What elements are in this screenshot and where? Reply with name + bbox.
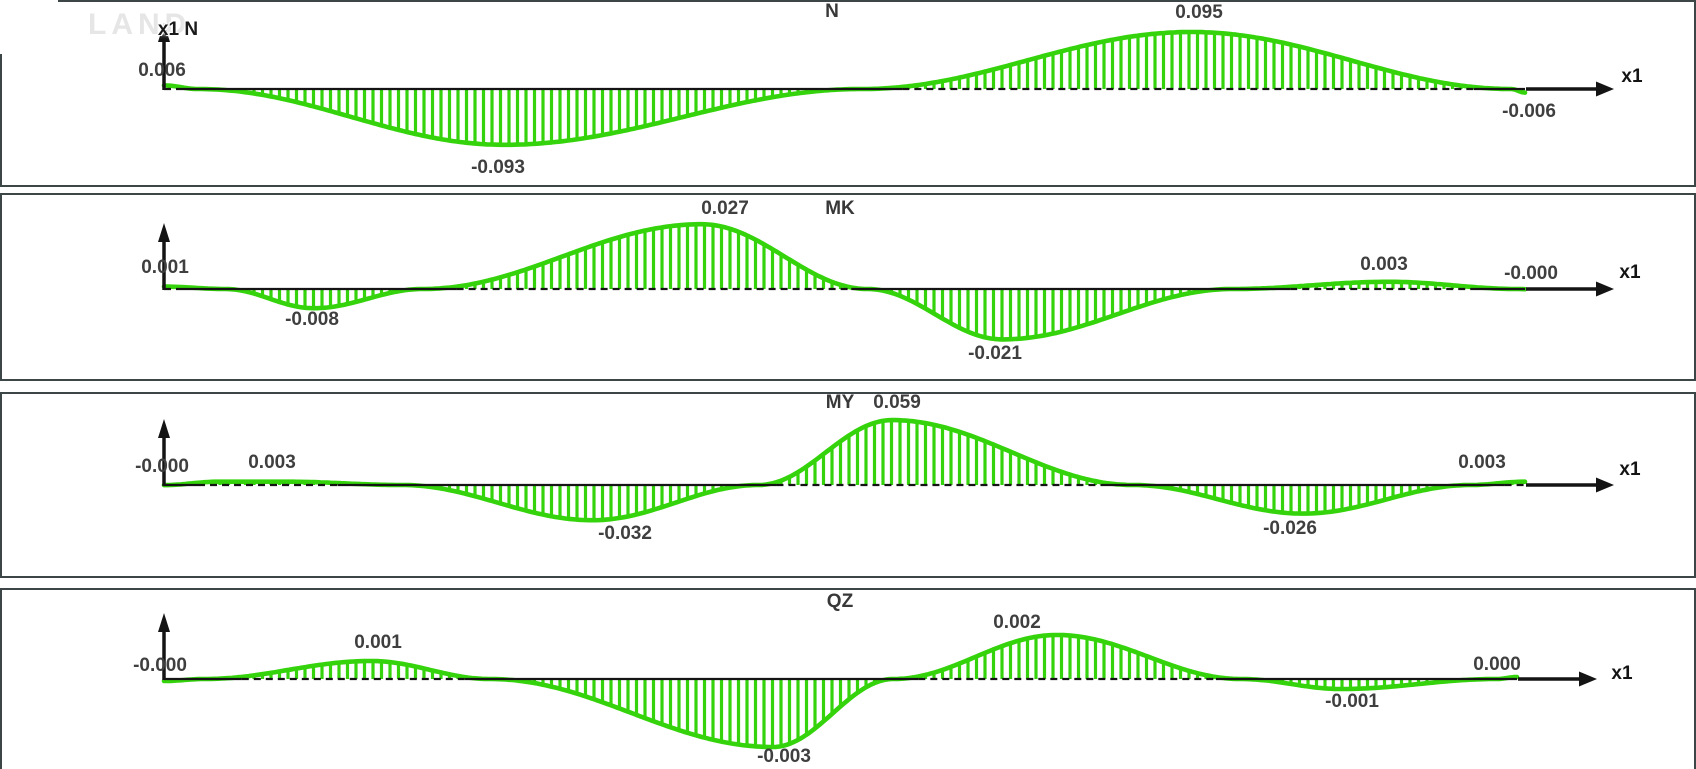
value-label: -0.000 [135,456,189,477]
diagram-plot-n [158,23,1614,148]
value-label: 0.027 [701,198,749,219]
hatch-lines [243,635,1446,747]
panel-title-qz: QZ [826,591,854,612]
envelope-curve [161,417,1528,523]
watermark-text: LAND [88,8,192,41]
panel-qz: -0.000 0.001 QZ 0.002 -0.003 -0.001 0.000 x1 [0,588,1696,769]
value-label: 0.002 [993,612,1041,633]
corner-overlay [0,0,58,54]
value-label: 0.095 [1175,2,1223,23]
value-label: -0.032 [598,523,652,544]
panel-title-my: MY [825,392,855,413]
diagram-plot-my [158,417,1614,523]
panel-mk: 0.001 -0.008 0.027 MK -0.021 0.003 -0.000 x1 [0,193,1696,381]
value-label: -0.021 [968,343,1022,364]
x1-axis-label: x1 [1619,262,1641,283]
value-label: -0.001 [1325,691,1379,712]
value-label: 0.001 [354,632,402,653]
envelope-curve [161,632,1520,750]
value-label: -0.008 [285,309,339,330]
x1-axis-label: x1 [1619,459,1641,480]
x1-axis-arrow-icon [1526,281,1614,297]
value-label: -0.000 [133,655,187,676]
value-label: -0.026 [1263,518,1317,539]
vertical-axis-arrow-icon [158,23,170,90]
value-label: 0.000 [1473,654,1521,675]
value-label: -0.003 [757,746,811,767]
value-label: 0.006 [138,60,186,81]
value-label: -0.000 [1504,263,1558,284]
diagram-plot-qz [158,613,1597,750]
envelope-curve [161,221,1528,342]
x1-axis-arrow-icon [1526,477,1614,493]
value-label: 0.001 [141,257,189,278]
value-label: -0.006 [1502,101,1556,122]
origin-axis-label: x1 N [157,19,199,40]
x1-axis-label: x1 [1621,66,1643,87]
hatch-lines [201,420,1523,521]
vertical-axis-arrow-icon [158,419,170,486]
value-label: 0.003 [248,452,296,473]
x1-axis-arrow-icon [1526,81,1614,97]
panel-my: -0.000 0.003 -0.032 MY 0.059 -0.026 0.003 x1 [0,392,1696,578]
vertical-axis-arrow-icon [158,613,170,680]
value-label: 0.003 [1458,452,1506,473]
diagram-plot-mk [158,221,1614,342]
vertical-axis-arrow-icon [158,223,170,290]
value-label: -0.093 [471,157,525,178]
hatch-lines [167,224,1472,340]
panel-title-mk: MK [825,198,855,219]
panel-title-n: N [825,1,839,22]
value-label: 0.059 [873,392,921,413]
x1-axis-arrow-icon [1518,671,1597,687]
x1-axis-label: x1 [1611,663,1633,684]
value-label: 0.003 [1360,254,1408,275]
